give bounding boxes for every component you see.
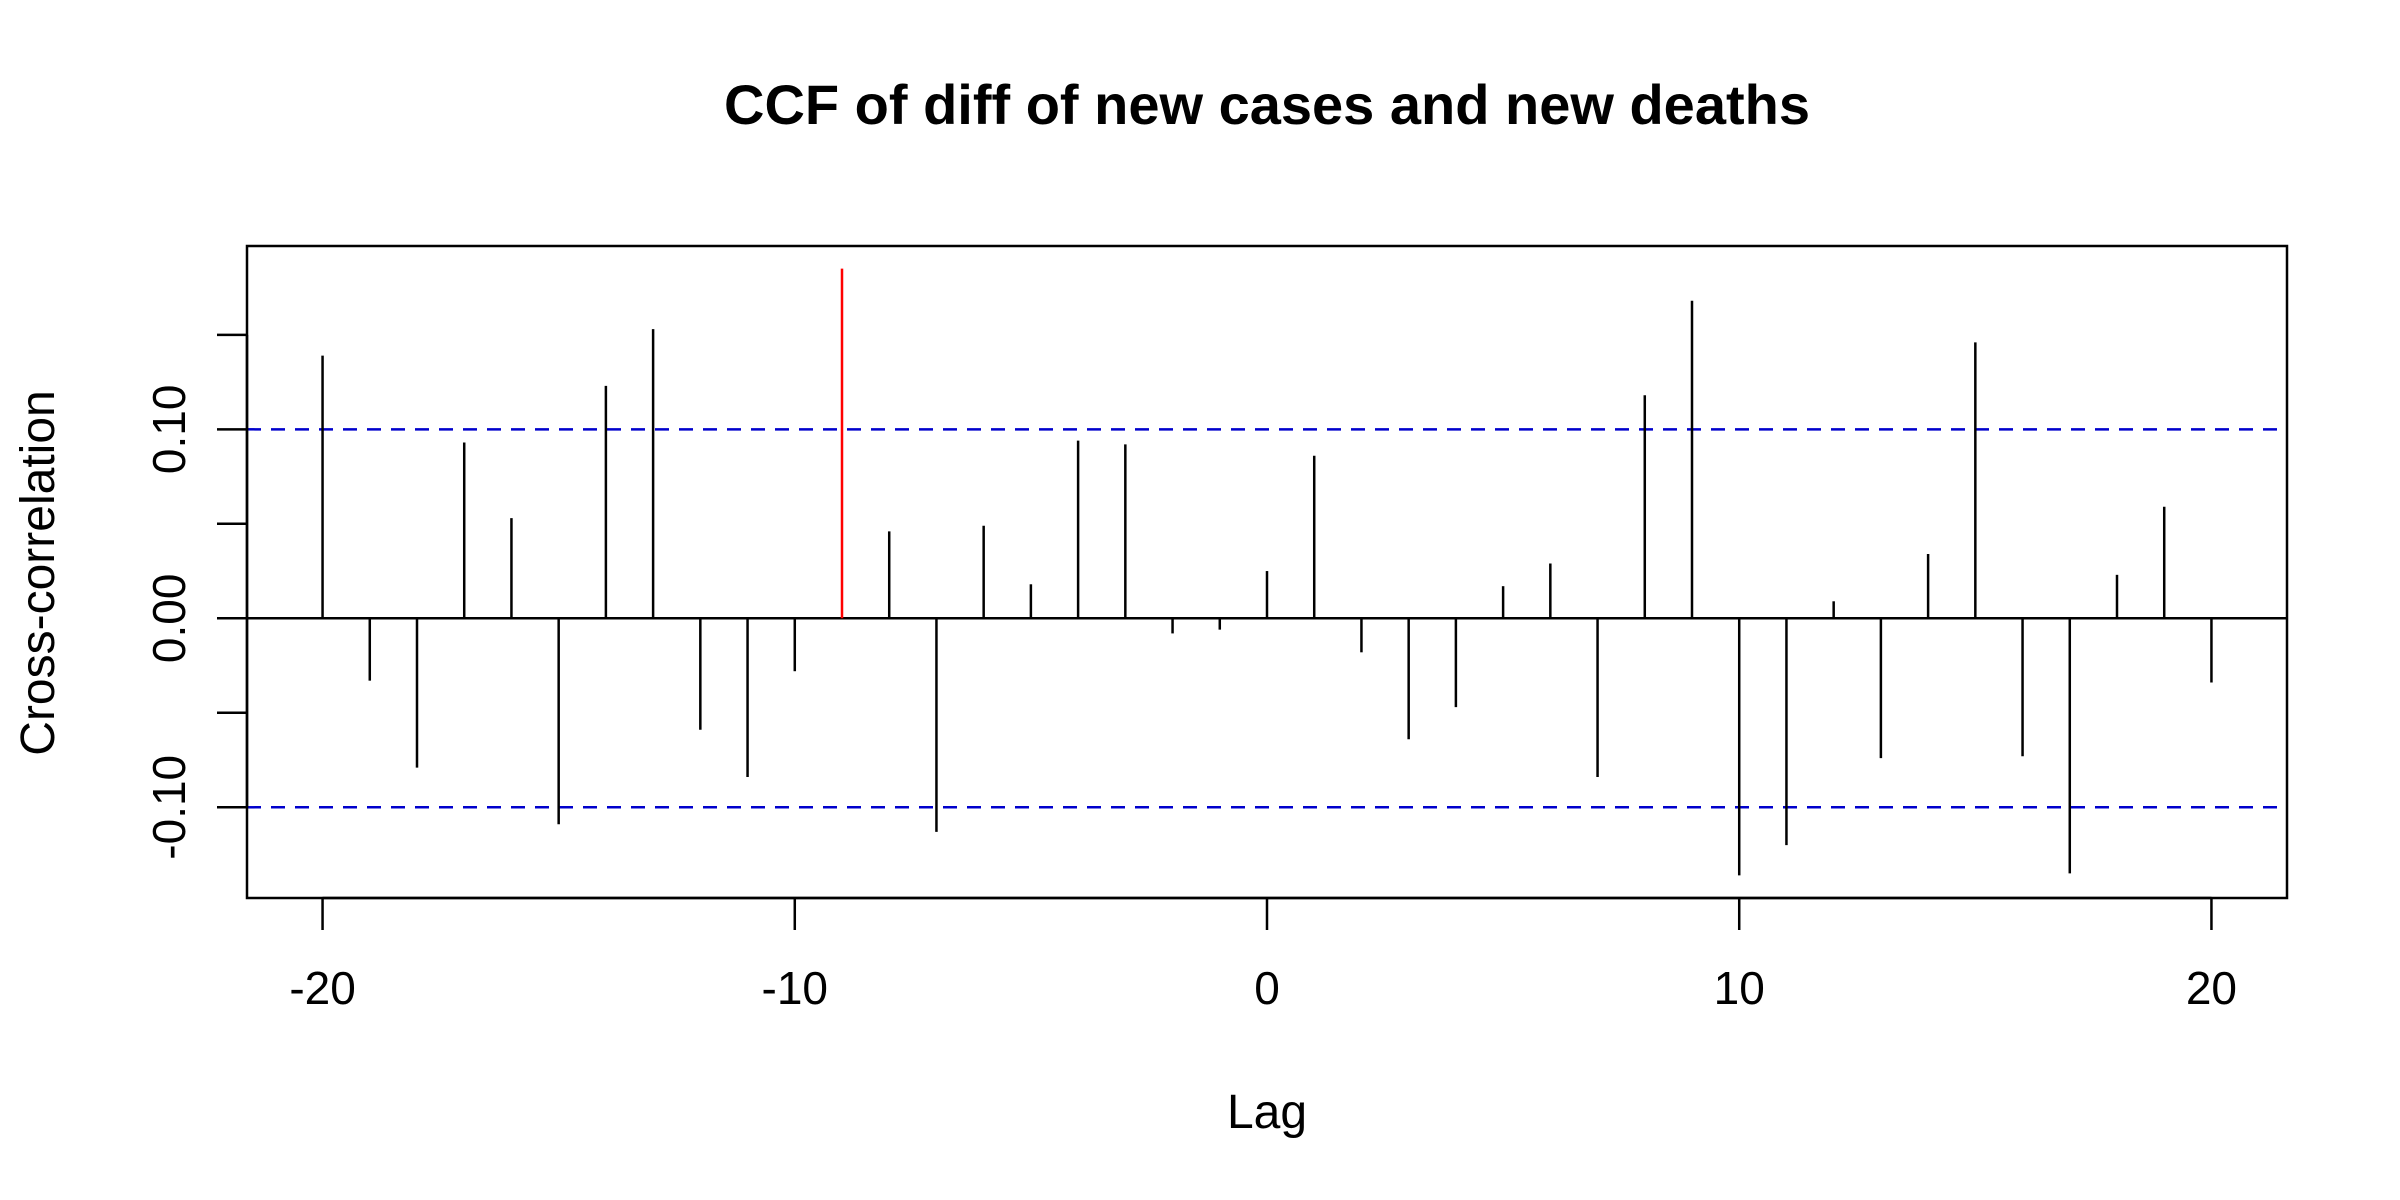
x-tick-label: -10 [762,962,828,1014]
x-axis-label: Lag [1227,1086,1307,1139]
x-tick-label: 20 [2186,962,2237,1014]
y-axis-label: Cross-correlation [12,390,65,755]
x-tick-label: -20 [289,962,355,1014]
chart-title: CCF of diff of new cases and new deaths [724,73,1810,136]
y-tick-label: 0.10 [143,385,195,475]
x-tick-label: 10 [1714,962,1765,1014]
x-tick-label: 0 [1254,962,1280,1014]
ccf-bars [321,268,2213,876]
y-tick-label: 0.00 [143,574,195,664]
x-axis: -20 -10 0 10 20 [289,896,2237,1014]
y-axis: -0.10 0.00 0.10 [143,333,249,860]
confidence-bounds [247,428,2287,809]
y-tick-label: -0.10 [143,755,195,860]
